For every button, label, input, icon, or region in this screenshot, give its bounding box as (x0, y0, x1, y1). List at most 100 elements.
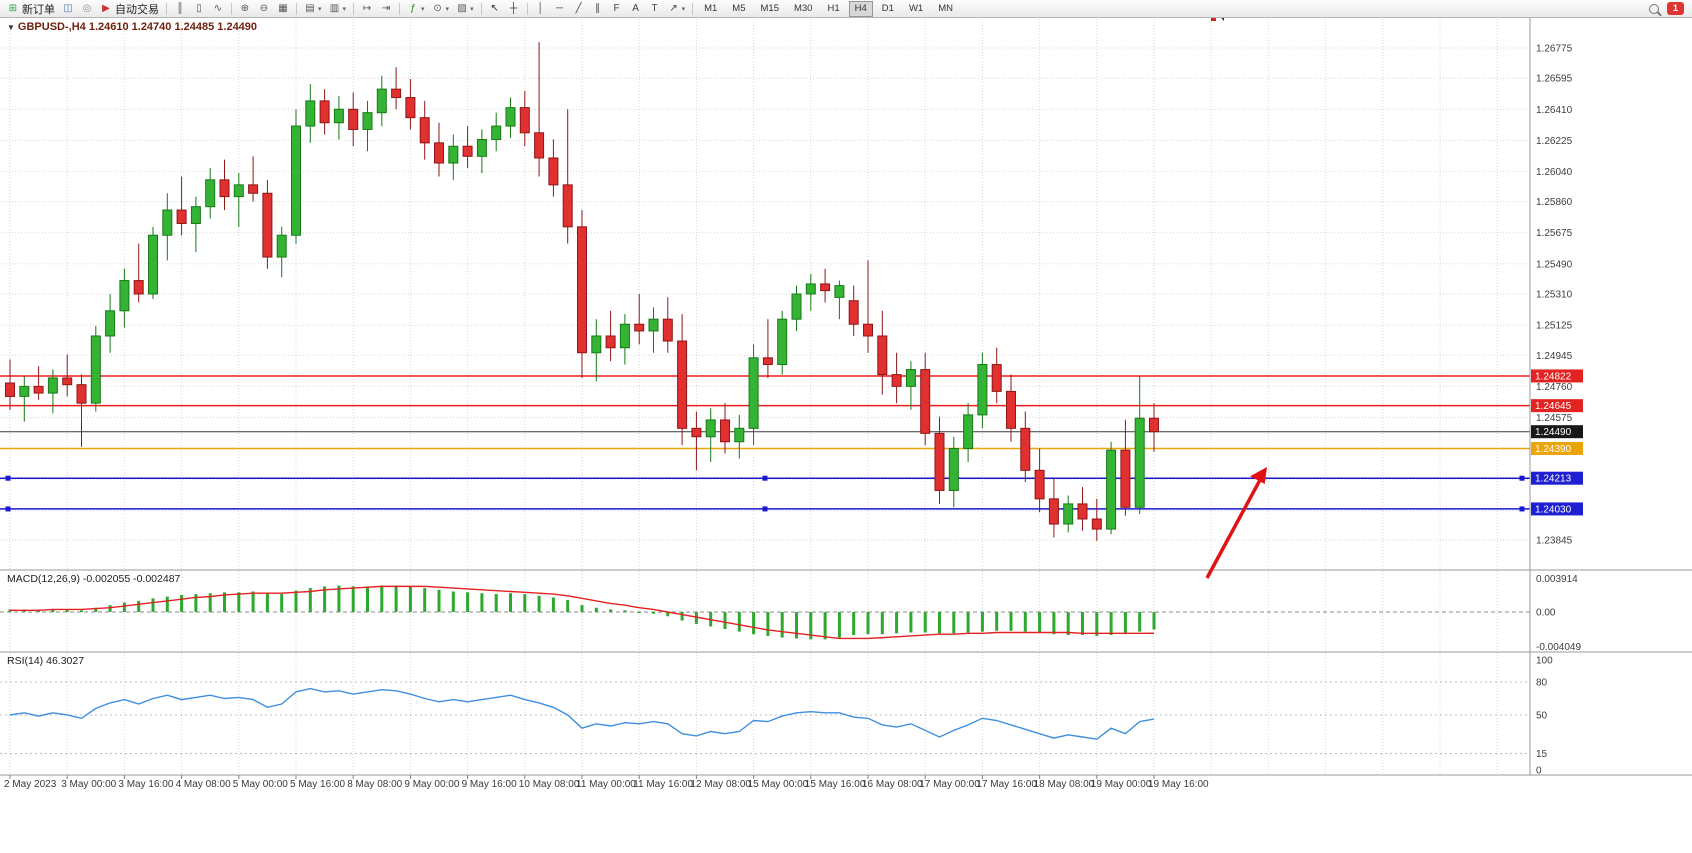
vertical-line-button[interactable]: │ (532, 1, 550, 16)
candlestick-chart-icon: ▯ (196, 3, 202, 14)
candle-body (619, 323, 630, 349)
macd-histogram-bar (351, 586, 355, 612)
rsi-axis-label: 50 (1536, 711, 1548, 722)
macd-histogram-bar (823, 612, 827, 640)
candle-body (434, 142, 444, 164)
toolbar-separator (692, 2, 694, 15)
timeframe-button-MN[interactable]: MN (938, 2, 953, 14)
line-handle[interactable] (1519, 475, 1525, 481)
candle-body (47, 377, 58, 394)
time-axis-label: 4 May 08:00 (176, 779, 231, 790)
macd-histogram-bar (666, 612, 670, 617)
price-tag-1.24645 (1531, 399, 1583, 413)
timeframe-button-M15[interactable]: M15 (760, 2, 779, 14)
bars-chart-button[interactable]: ║ (171, 1, 189, 16)
community-button[interactable]: ◎ (78, 1, 96, 16)
profiles-button[interactable]: ▥ ▾ (326, 1, 350, 16)
timeframe-button-W1[interactable]: W1 (908, 2, 924, 14)
line-chart-button[interactable]: ∿ (209, 1, 227, 16)
rsi-axis-label: 100 (1536, 656, 1553, 667)
macd-histogram-bar (694, 612, 698, 624)
text-label-button[interactable]: T (646, 1, 664, 16)
price-tag-text: 1.24490 (1535, 427, 1572, 438)
candle-body (1120, 449, 1131, 508)
tile-windows-button[interactable]: ▦ (274, 1, 292, 16)
candle-body (5, 382, 15, 397)
line-handle[interactable] (5, 506, 11, 512)
new-order-icon: ⊞ (8, 3, 18, 14)
price-axis-label: 1.24945 (1536, 351, 1573, 362)
candle-body (605, 335, 616, 349)
price-axis-label: 1.25125 (1536, 321, 1573, 332)
candle-body (505, 107, 516, 127)
chart-shift-button[interactable]: ⇥ (377, 1, 395, 16)
line-handle[interactable] (762, 475, 768, 481)
timeframe-button-H4[interactable]: H4 (848, 0, 873, 17)
time-axis-label: 11 May 16:00 (633, 779, 693, 790)
macd-histogram-bar (237, 592, 241, 612)
new-order-button[interactable]: ⊞ 新订单 (4, 1, 58, 16)
candle-body (33, 385, 44, 394)
horizontal-line-button[interactable]: ─ (551, 1, 569, 16)
periods-button[interactable]: ⊙ ▾ (429, 1, 453, 16)
candle-body (19, 385, 30, 397)
timeframe-button-M30[interactable]: M30 (793, 2, 813, 14)
auto-scroll-button[interactable]: ↦ (358, 1, 376, 16)
crosshair-button[interactable]: ┼ (505, 1, 523, 16)
text-button[interactable]: A (627, 1, 645, 16)
trendline-button[interactable]: ╱ (570, 1, 588, 16)
candle-body (1134, 417, 1145, 508)
zoom-in-icon: ⊕ (240, 3, 250, 14)
arrows-icon: ↗ (669, 3, 678, 14)
new-chart-button[interactable]: ▤ ▾ (301, 1, 325, 16)
macd-histogram-bar (451, 591, 455, 612)
dropdown-caret-icon: ▾ (318, 5, 322, 13)
zoom-in-button[interactable]: ⊕ (236, 1, 254, 16)
annotation-arrow-shaft[interactable] (1205, 480, 1261, 579)
timeframe-button-M1[interactable]: M1 (704, 2, 718, 14)
indicators-button[interactable]: ƒ ▾ (404, 1, 428, 16)
chart-corner-marker (1211, 16, 1216, 21)
toolbar-separator (296, 2, 297, 15)
time-axis-label: 11 May 00:00 (576, 779, 636, 790)
timeframe-button-H1[interactable]: H1 (827, 2, 840, 14)
annotation-arrow-head[interactable] (1250, 467, 1267, 484)
one-click-trading-toggle-icon[interactable]: ▼ (7, 23, 15, 32)
candlestick-chart-button[interactable]: ▯ (190, 1, 208, 16)
equidistant-channel-button[interactable]: ∥ (589, 1, 607, 16)
bars-chart-icon: ║ (176, 3, 184, 14)
notification-badge[interactable]: 1 (1667, 2, 1684, 15)
line-handle[interactable] (1519, 506, 1525, 512)
text-label-icon: T (651, 3, 658, 14)
dropdown-caret-icon: ▾ (445, 5, 450, 13)
macd-histogram-bar (623, 610, 627, 612)
auto-trading-button[interactable]: ▶ 自动交易 (97, 1, 162, 16)
timeframe-button-D1[interactable]: D1 (881, 2, 894, 14)
candle-body (905, 369, 916, 387)
chart-background (0, 16, 1692, 799)
timeframe-button-M5[interactable]: M5 (732, 2, 746, 14)
templates-button[interactable]: ▨ ▾ (453, 1, 477, 16)
fibonacci-button[interactable]: F (608, 1, 626, 16)
cursor-button[interactable]: ↖ (486, 1, 504, 16)
rsi-axis-label: 80 (1536, 678, 1548, 689)
rsi-axis-label: 15 (1536, 749, 1548, 760)
price-axis-label: 1.24760 (1536, 382, 1573, 393)
time-axis-label: 3 May 16:00 (118, 779, 173, 790)
candle-body (391, 88, 402, 99)
line-handle[interactable] (5, 475, 11, 481)
price-axis-label: 1.25860 (1536, 197, 1573, 208)
candle-body (362, 112, 373, 130)
auto-trading-icon: ▶ (102, 3, 110, 14)
equidistant-channel-icon: ∥ (595, 3, 601, 14)
price-axis-label: 1.25310 (1536, 290, 1573, 301)
chart-window-button[interactable]: ◫ (59, 1, 77, 16)
arrows-button[interactable]: ↗ ▾ (665, 1, 689, 16)
zoom-out-button[interactable]: ⊖ (255, 1, 273, 16)
candle-body (319, 100, 330, 124)
line-handle[interactable] (762, 506, 768, 512)
search-icon[interactable] (1649, 3, 1659, 14)
candle-body (705, 419, 716, 438)
candle-body (419, 117, 430, 144)
